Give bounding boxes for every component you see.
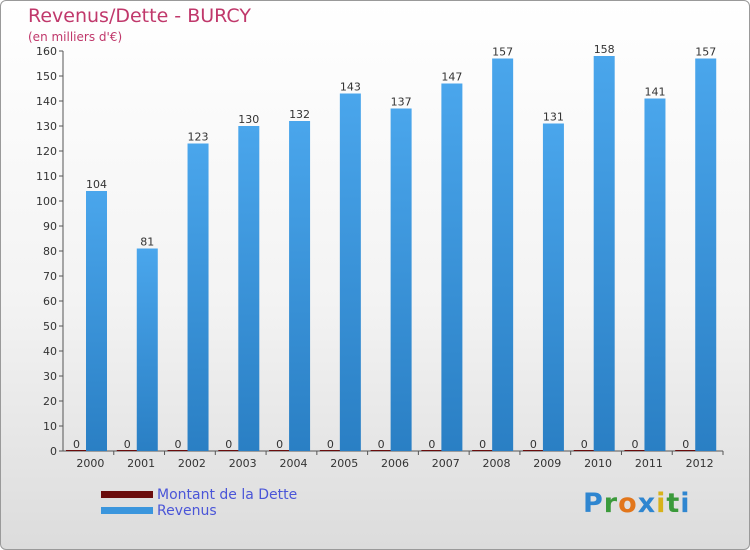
y-tick-label: 90 bbox=[43, 220, 57, 233]
y-tick-label: 0 bbox=[50, 445, 57, 458]
data-label-dette: 0 bbox=[682, 438, 689, 451]
data-label-dette: 0 bbox=[225, 438, 232, 451]
data-label-revenus: 158 bbox=[594, 43, 615, 56]
bar-dette bbox=[522, 450, 544, 451]
proxiti-logo: Proxiti bbox=[583, 488, 691, 519]
data-label-revenus: 104 bbox=[86, 178, 107, 191]
bar-revenus bbox=[644, 98, 666, 451]
data-label-dette: 0 bbox=[175, 438, 182, 451]
y-tick-label: 60 bbox=[43, 295, 57, 308]
data-label-revenus: 81 bbox=[140, 236, 154, 249]
bar-dette bbox=[472, 450, 494, 451]
logo-letter: x bbox=[637, 488, 657, 519]
bar-dette bbox=[116, 450, 138, 451]
x-tick-label: 2008 bbox=[483, 457, 511, 470]
bar-dette bbox=[624, 450, 646, 451]
bar-revenus bbox=[86, 191, 107, 451]
x-tick-label: 2012 bbox=[686, 457, 714, 470]
logo-letter: r bbox=[603, 488, 619, 519]
bar-dette bbox=[675, 450, 697, 451]
logo-letter: P bbox=[583, 488, 604, 519]
bar-revenus bbox=[289, 121, 311, 451]
x-tick-label: 2011 bbox=[635, 457, 663, 470]
legend-label-revenus: Revenus bbox=[157, 503, 217, 519]
chart-title: Revenus/Dette - BURCY bbox=[28, 5, 251, 27]
legend-label-dette: Montant de la Dette bbox=[157, 487, 298, 503]
x-tick-label: 2000 bbox=[76, 457, 104, 470]
bar-dette bbox=[370, 450, 392, 451]
x-tick-label: 2005 bbox=[330, 457, 358, 470]
data-label-dette: 0 bbox=[73, 438, 80, 451]
bar-revenus bbox=[542, 123, 564, 451]
logo-letter: i bbox=[680, 488, 691, 519]
data-label-revenus: 141 bbox=[644, 86, 665, 99]
y-tick-label: 30 bbox=[43, 370, 57, 383]
data-label-dette: 0 bbox=[581, 438, 588, 451]
data-label-revenus: 132 bbox=[289, 108, 310, 121]
x-tick-label: 2003 bbox=[229, 457, 257, 470]
y-tick-label: 140 bbox=[36, 95, 57, 108]
bar-dette bbox=[167, 450, 189, 451]
data-label-revenus: 130 bbox=[238, 113, 259, 126]
data-label-dette: 0 bbox=[631, 438, 638, 451]
data-label-dette: 0 bbox=[124, 438, 131, 451]
bar-revenus bbox=[593, 56, 615, 451]
y-tick-label: 80 bbox=[43, 245, 57, 258]
x-tick-label: 2002 bbox=[178, 457, 206, 470]
bar-dette bbox=[573, 450, 595, 451]
bar-revenus bbox=[492, 58, 514, 451]
legend-swatch-dette bbox=[101, 491, 153, 498]
x-tick-label: 2009 bbox=[533, 457, 561, 470]
y-tick-label: 50 bbox=[43, 320, 57, 333]
logo-letter: t bbox=[666, 488, 681, 519]
y-tick-label: 40 bbox=[43, 345, 57, 358]
bar-dette bbox=[421, 450, 443, 451]
x-tick-label: 2006 bbox=[381, 457, 409, 470]
data-label-revenus: 131 bbox=[543, 111, 564, 124]
data-label-revenus: 147 bbox=[441, 71, 462, 84]
data-label-dette: 0 bbox=[530, 438, 537, 451]
y-tick-label: 130 bbox=[36, 120, 57, 133]
x-tick-label: 2004 bbox=[279, 457, 307, 470]
data-label-dette: 0 bbox=[479, 438, 486, 451]
y-tick-label: 160 bbox=[36, 45, 57, 58]
bar-dette bbox=[218, 450, 240, 451]
bar-dette bbox=[319, 450, 341, 451]
bar-revenus bbox=[695, 58, 717, 451]
y-tick-label: 120 bbox=[36, 145, 57, 158]
bar-revenus bbox=[441, 83, 463, 451]
y-tick-label: 10 bbox=[43, 420, 57, 433]
data-label-revenus: 123 bbox=[188, 131, 209, 144]
y-tick-label: 20 bbox=[43, 395, 57, 408]
logo-letter: o bbox=[618, 488, 638, 519]
legend-swatch-revenus bbox=[101, 507, 153, 514]
bar-revenus bbox=[339, 93, 361, 451]
bar-revenus bbox=[238, 126, 260, 451]
data-label-revenus: 137 bbox=[391, 96, 412, 109]
data-label-dette: 0 bbox=[327, 438, 334, 451]
bar-revenus bbox=[187, 143, 209, 451]
x-tick-label: 2010 bbox=[584, 457, 612, 470]
chart-subtitle: (en milliers d'€) bbox=[28, 30, 123, 44]
data-label-revenus: 143 bbox=[340, 81, 361, 94]
y-tick-label: 100 bbox=[36, 195, 57, 208]
data-label-revenus: 157 bbox=[695, 46, 716, 59]
y-tick-label: 110 bbox=[36, 170, 57, 183]
y-tick-label: 70 bbox=[43, 270, 57, 283]
bar-dette bbox=[66, 450, 87, 451]
logo-letter: i bbox=[656, 488, 667, 519]
data-label-revenus: 157 bbox=[492, 46, 513, 59]
y-tick-label: 150 bbox=[36, 70, 57, 83]
data-label-dette: 0 bbox=[428, 438, 435, 451]
bar-dette bbox=[269, 450, 291, 451]
data-label-dette: 0 bbox=[378, 438, 385, 451]
x-tick-label: 2001 bbox=[127, 457, 155, 470]
data-label-dette: 0 bbox=[276, 438, 283, 451]
bar-revenus bbox=[136, 248, 158, 451]
bar-revenus bbox=[390, 108, 412, 451]
x-tick-label: 2007 bbox=[432, 457, 460, 470]
